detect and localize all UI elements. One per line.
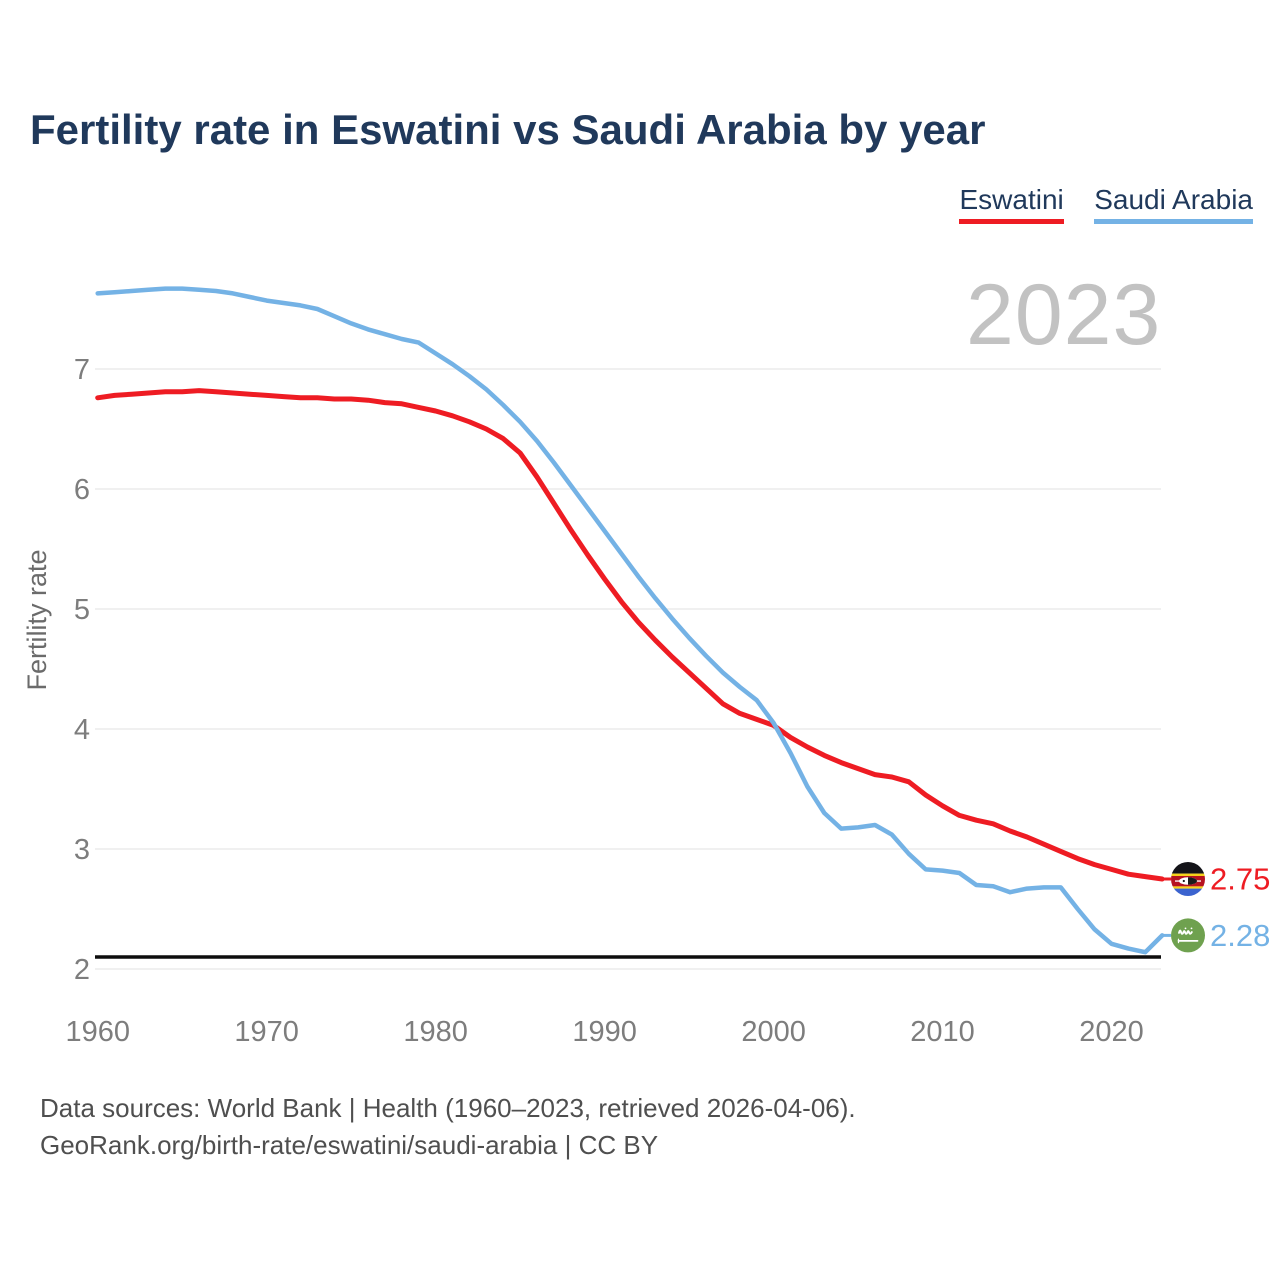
y-tick-label-5: 5 [74,594,90,626]
y-tick-label-7: 7 [74,354,90,386]
eswatini-flag-icon [1171,862,1205,896]
saudi-arabia-line[interactable] [95,286,1165,955]
saudi-arabia-flag-icon [1171,918,1205,953]
saudi-arabia-end-value: 2.28 [1210,918,1270,953]
x-tick-label-2000: 2000 [741,1016,806,1048]
watermark-year: 2023 [966,267,1162,363]
data-sources-text: Data sources: World Bank | Health (1960–… [40,1093,856,1123]
y-axis-title: Fertility rate [22,549,52,690]
y-tick-label-2: 2 [74,954,90,986]
x-tick-label-2010: 2010 [910,1016,975,1048]
x-tick-label-1980: 1980 [403,1016,468,1048]
eswatini-line[interactable] [95,388,1165,882]
footer: Data sources: World Bank | Health (1960–… [40,1090,856,1164]
y-tick-label-6: 6 [74,474,90,506]
x-tick-label-1960: 1960 [65,1016,130,1048]
legend-item-saudi-arabia[interactable]: Saudi Arabia [1094,184,1253,224]
legend-item-eswatini[interactable]: Eswatini [959,184,1064,224]
attribution-text: GeoRank.org/birth-rate/eswatini/saudi-ar… [40,1130,659,1160]
x-tick-label-1990: 1990 [572,1016,637,1048]
x-tick-label-1970: 1970 [234,1016,299,1048]
page-title: Fertility rate in Eswatini vs Saudi Arab… [30,106,986,153]
y-tick-label-3: 3 [74,834,90,866]
legend: Eswatini Saudi Arabia [933,184,1253,224]
x-tick-label-2020: 2020 [1079,1016,1144,1048]
eswatini-end-value: 2.75 [1210,862,1270,897]
y-tick-label-4: 4 [74,714,90,746]
